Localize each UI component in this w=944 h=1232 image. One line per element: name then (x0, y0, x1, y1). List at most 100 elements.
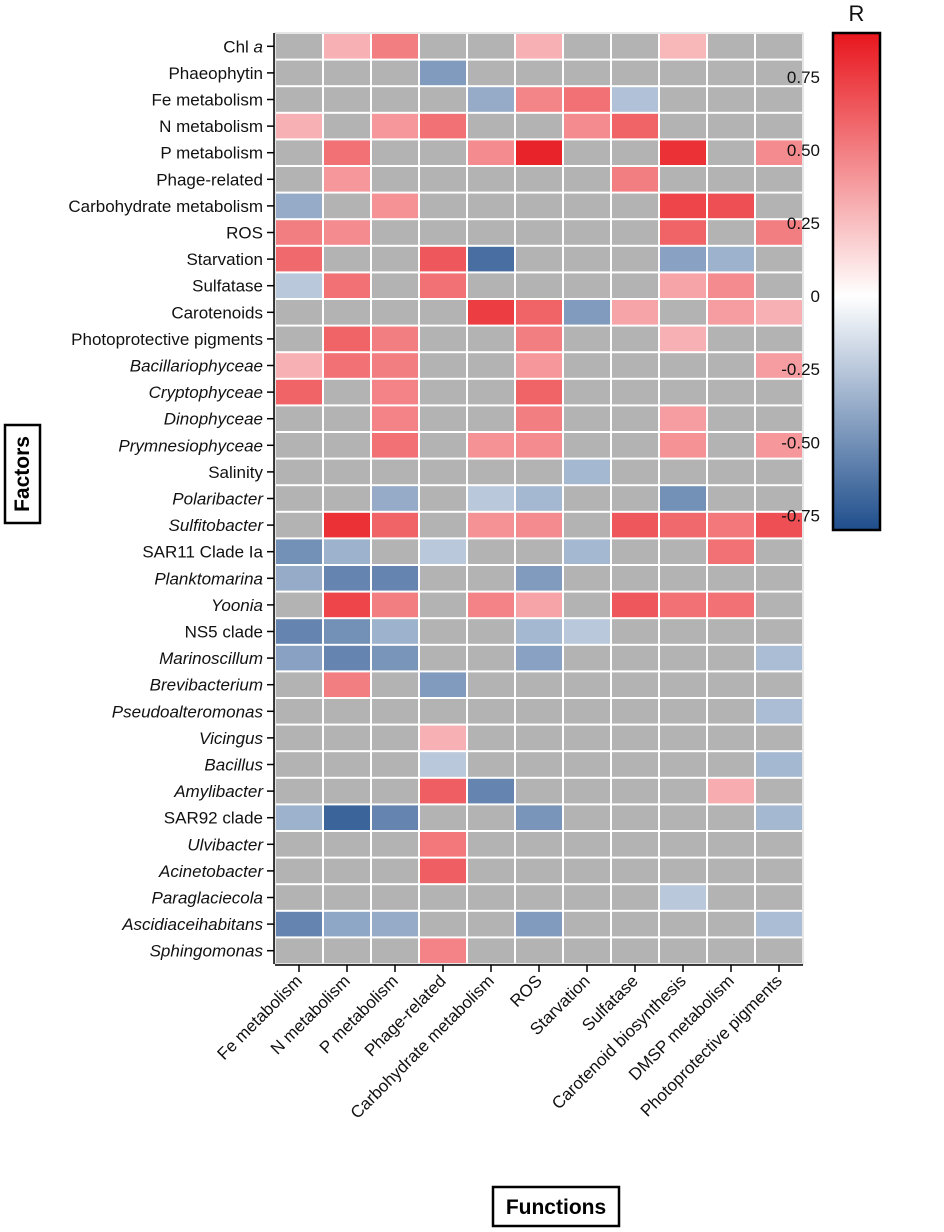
heatmap-cell (708, 246, 754, 272)
heatmap-cell (756, 778, 802, 804)
heatmap-cell (276, 592, 322, 618)
heatmap-cell (612, 459, 658, 485)
heatmap-cell (372, 512, 418, 538)
heatmap-cell (708, 699, 754, 724)
heatmap-cell (756, 938, 802, 963)
heatmap-cell (324, 87, 370, 112)
heatmap-cell (612, 486, 658, 511)
heatmap-cell (420, 379, 466, 405)
heatmap-cell (372, 752, 418, 777)
heatmap-cell (324, 486, 370, 511)
heatmap-cell (708, 167, 754, 192)
heatmap-cell (708, 326, 754, 352)
heatmap-cell (660, 113, 706, 139)
heatmap-cell (420, 113, 466, 139)
heatmap-cell (372, 778, 418, 804)
x-axis-title-box (491, 1185, 621, 1228)
heatmap-cell (276, 725, 322, 751)
heatmap-cell (276, 34, 322, 59)
heatmap-cell (564, 326, 610, 352)
heatmap-cell (420, 832, 466, 857)
heatmap-cell (756, 433, 802, 458)
heatmap-cell (564, 805, 610, 830)
heatmap-cell (756, 619, 802, 644)
heatmap-cell (276, 858, 322, 884)
heatmap-cell (660, 645, 706, 671)
heatmap-cell (756, 858, 802, 884)
heatmap-cell (420, 273, 466, 298)
heatmap-border (274, 32, 804, 965)
heatmap-cell (420, 34, 466, 59)
heatmap-cell (276, 140, 322, 165)
row-label: Marinoscillum (159, 649, 263, 668)
heatmap-cell (420, 246, 466, 272)
heatmap-cell (468, 433, 514, 458)
heatmap-cell (708, 885, 754, 910)
row-label-text: Chl (223, 37, 253, 56)
heatmap-cell (420, 645, 466, 671)
heatmap-cell (660, 193, 706, 219)
heatmap-cell (612, 140, 658, 165)
row-label-text: Bacillus (204, 756, 263, 775)
heatmap-cell (708, 539, 754, 564)
heatmap-cell (468, 60, 514, 86)
heatmap-cell (420, 885, 466, 910)
heatmap-cell (708, 672, 754, 697)
heatmap-cell (612, 566, 658, 591)
heatmap-cell (516, 34, 562, 59)
heatmap-cell (420, 725, 466, 751)
heatmap-cell (372, 273, 418, 298)
heatmap-cell (276, 911, 322, 937)
row-label: Carotenoids (171, 303, 263, 322)
colorbar-tick-label: -0.25 (781, 360, 820, 379)
heatmap-cell (420, 87, 466, 112)
heatmap-cell (516, 592, 562, 618)
row-label-text: Carotenoids (171, 303, 263, 322)
heatmap-cell (612, 752, 658, 777)
heatmap-cell (708, 140, 754, 165)
heatmap-cell (324, 539, 370, 564)
heatmap-cell (660, 60, 706, 86)
heatmap-cell (612, 379, 658, 405)
heatmap-cell (756, 220, 802, 245)
heatmap-cell (324, 167, 370, 192)
heatmap-cell (420, 778, 466, 804)
heatmap-cell (324, 300, 370, 325)
row-label: Ascidiaceihabitans (121, 915, 263, 934)
heatmap-cell (420, 433, 466, 458)
heatmap-cell (516, 911, 562, 937)
heatmap-cell (420, 539, 466, 564)
heatmap-cell (324, 645, 370, 671)
heatmap-cell (468, 220, 514, 245)
heatmap-cell (420, 300, 466, 325)
row-label: Cryptophyceae (149, 383, 263, 402)
heatmap-cell (372, 113, 418, 139)
heatmap-cell (372, 300, 418, 325)
heatmap-cell (660, 353, 706, 378)
colorbar-tick-label: 0.75 (787, 68, 820, 87)
row-label: ROS (226, 224, 263, 243)
heatmap-cell (516, 885, 562, 910)
heatmap-cell (612, 220, 658, 245)
row-label-text: Vicingus (199, 729, 263, 748)
heatmap-cell (276, 805, 322, 830)
heatmap-cell (516, 672, 562, 697)
row-label-text: Bacillariophyceae (130, 357, 263, 376)
heatmap-cell (372, 645, 418, 671)
heatmap-cell (756, 832, 802, 857)
heatmap-cell (468, 300, 514, 325)
heatmap-cell (420, 858, 466, 884)
heatmap-cell (612, 300, 658, 325)
heatmap-cell (324, 672, 370, 697)
colorbar-tick-label: -0.75 (781, 506, 820, 525)
row-label-text: Brevibacterium (150, 676, 263, 695)
heatmap-cell (276, 566, 322, 591)
heatmap-cell (660, 725, 706, 751)
heatmap-cell (612, 699, 658, 724)
heatmap-cell (756, 60, 802, 86)
heatmap-cell (708, 193, 754, 219)
heatmap-cell (372, 379, 418, 405)
column-label: Fe metabolism (214, 971, 306, 1063)
heatmap-cell (660, 459, 706, 485)
heatmap-cell (612, 60, 658, 86)
